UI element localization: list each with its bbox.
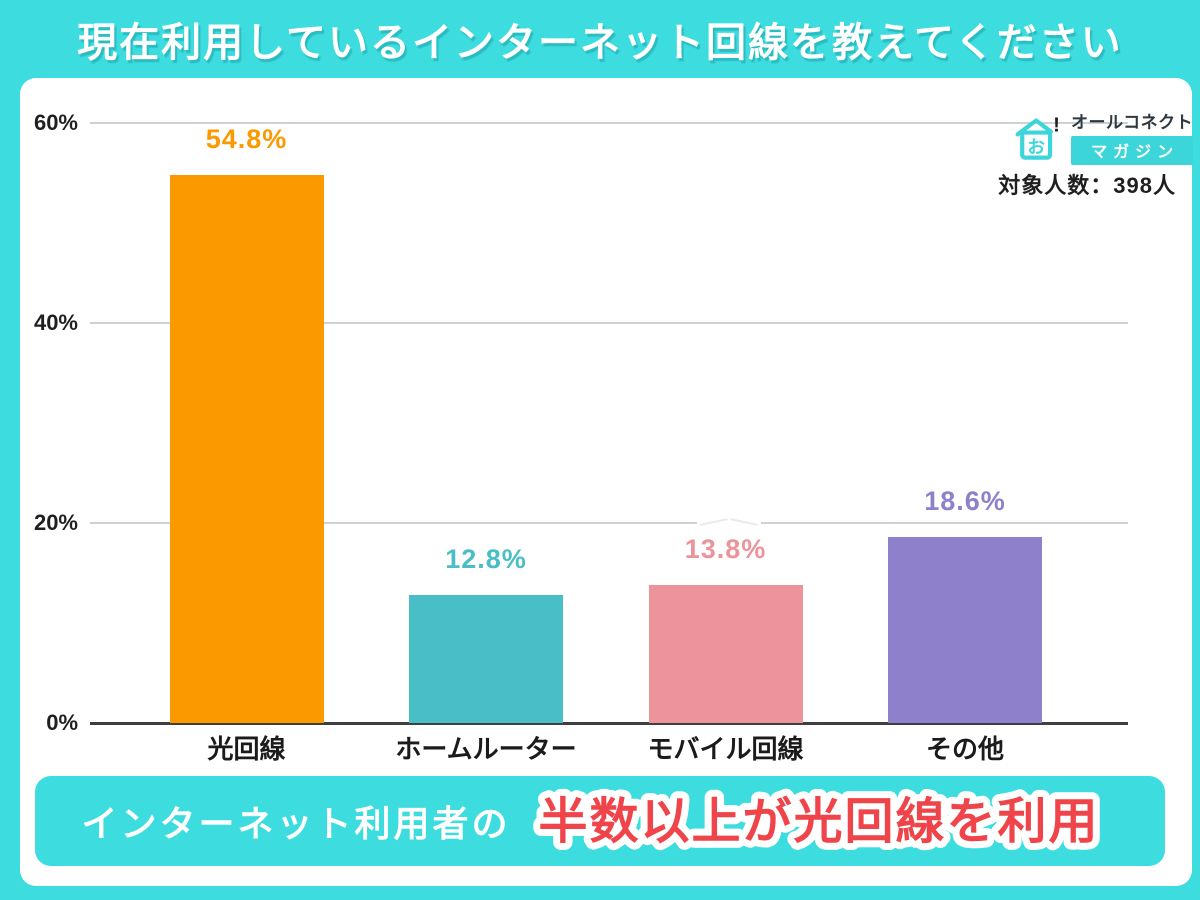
bar-value-label: 13.8% — [684, 534, 767, 564]
magazine-badge: マガジン — [1071, 136, 1194, 165]
banner-highlight: 半数以上が光回線を利用 — [531, 788, 1104, 856]
y-axis-tick-label: 20% — [33, 510, 78, 535]
x-axis-category-label: その他 — [925, 734, 1004, 764]
banner-prefix-text: インターネット利用者の — [81, 803, 511, 844]
gridline — [90, 322, 1128, 324]
y-axis-tick-label: 60% — [33, 110, 78, 135]
house-icon: お ! — [1015, 115, 1060, 160]
page-title: 現在利用しているインターネット回線を教えてください — [77, 21, 1123, 65]
brand-name: オールコネクト — [1071, 113, 1194, 132]
house-icon-glyph: お — [1027, 137, 1045, 157]
conclusion-banner: インターネット利用者の 半数以上が光回線を利用 — [35, 776, 1165, 866]
title-bar: 現在利用しているインターネット回線を教えてください — [0, 0, 1200, 78]
gridline — [90, 522, 1128, 524]
y-axis-tick-label: 0% — [46, 710, 78, 735]
bar-value-label: 54.8% — [205, 124, 288, 154]
x-axis-category-label: モバイル回線 — [647, 734, 804, 764]
exclamation-mark: ! — [1053, 115, 1060, 137]
banner-highlight-text: 半数以上が光回線を利用 — [538, 795, 1099, 849]
chart-bar — [169, 175, 324, 723]
chart-bar — [648, 585, 803, 723]
x-axis-category-label: ホームルーター — [395, 734, 577, 764]
brand-logo: お ! オールコネクト マガジン — [1012, 108, 1194, 165]
bar-value-label: 12.8% — [445, 544, 527, 574]
chart-bar — [409, 595, 563, 723]
logo-texts: オールコネクト マガジン — [1071, 108, 1194, 165]
gridline — [90, 122, 1128, 124]
x-axis-category-label: 光回線 — [207, 734, 286, 764]
chart-bar — [888, 537, 1042, 723]
gridline-gap-artifact — [697, 512, 761, 530]
y-axis-tick-label: 40% — [33, 310, 78, 335]
sample-size-label: 対象人数：398人 — [998, 173, 1176, 198]
x-axis-line — [90, 722, 1128, 725]
bar-value-label: 18.6% — [924, 486, 1006, 516]
